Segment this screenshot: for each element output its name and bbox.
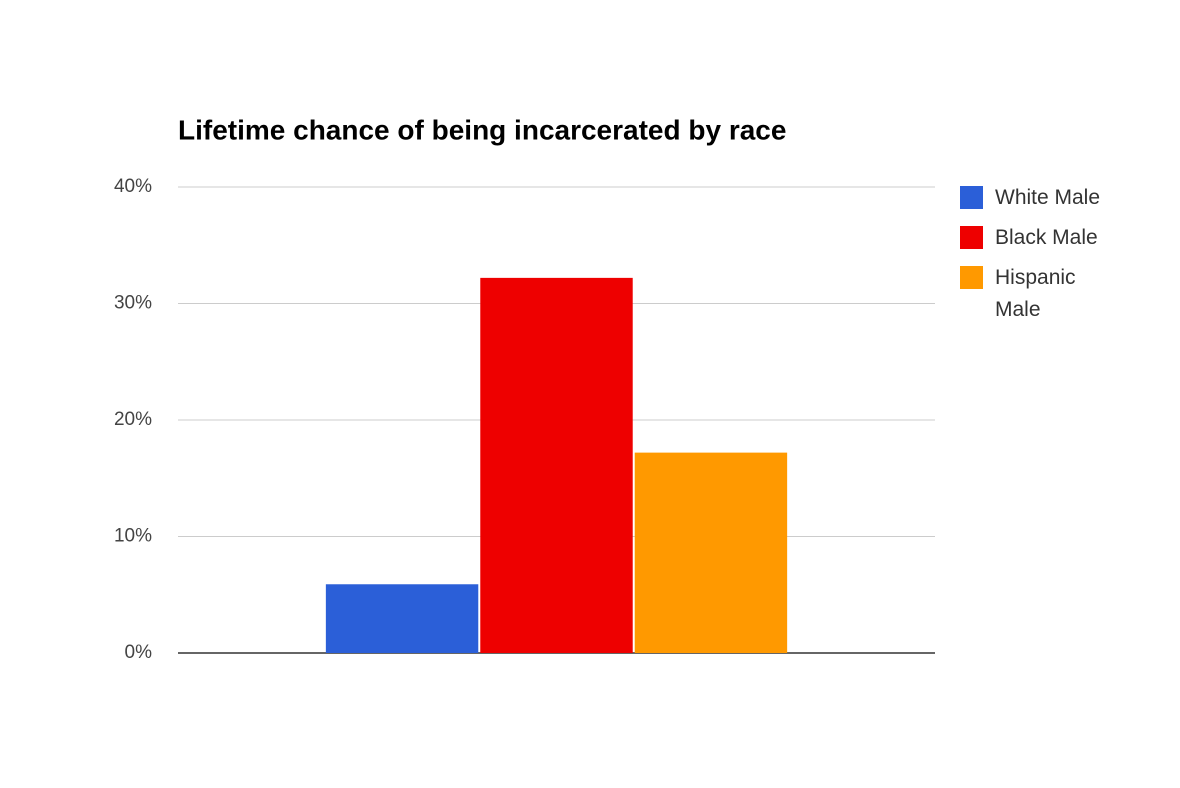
- legend-swatch: [960, 266, 983, 289]
- legend-item: Hispanic Male: [960, 266, 1160, 326]
- bar: [480, 277, 633, 653]
- y-tick-label: 0%: [125, 642, 153, 663]
- y-tick-label: 30%: [114, 293, 152, 314]
- legend-swatch: [960, 226, 983, 249]
- legend-label: Hispanic Male: [995, 266, 1076, 321]
- legend-label: Black Male: [995, 226, 1098, 249]
- bar: [325, 584, 479, 653]
- bar: [634, 452, 788, 653]
- y-tick-label: 10%: [114, 526, 152, 547]
- y-tick-label: 20%: [114, 409, 152, 430]
- legend-item: White Male: [960, 186, 1160, 214]
- legend-item: Black Male: [960, 226, 1160, 254]
- legend-label: White Male: [995, 186, 1101, 209]
- legend: White Male Black Male Hispanic Male: [960, 186, 1160, 338]
- chart-title: Lifetime chance of being incarcerated by…: [178, 114, 786, 145]
- y-tick-label: 40%: [114, 176, 152, 197]
- legend-swatch: [960, 186, 983, 209]
